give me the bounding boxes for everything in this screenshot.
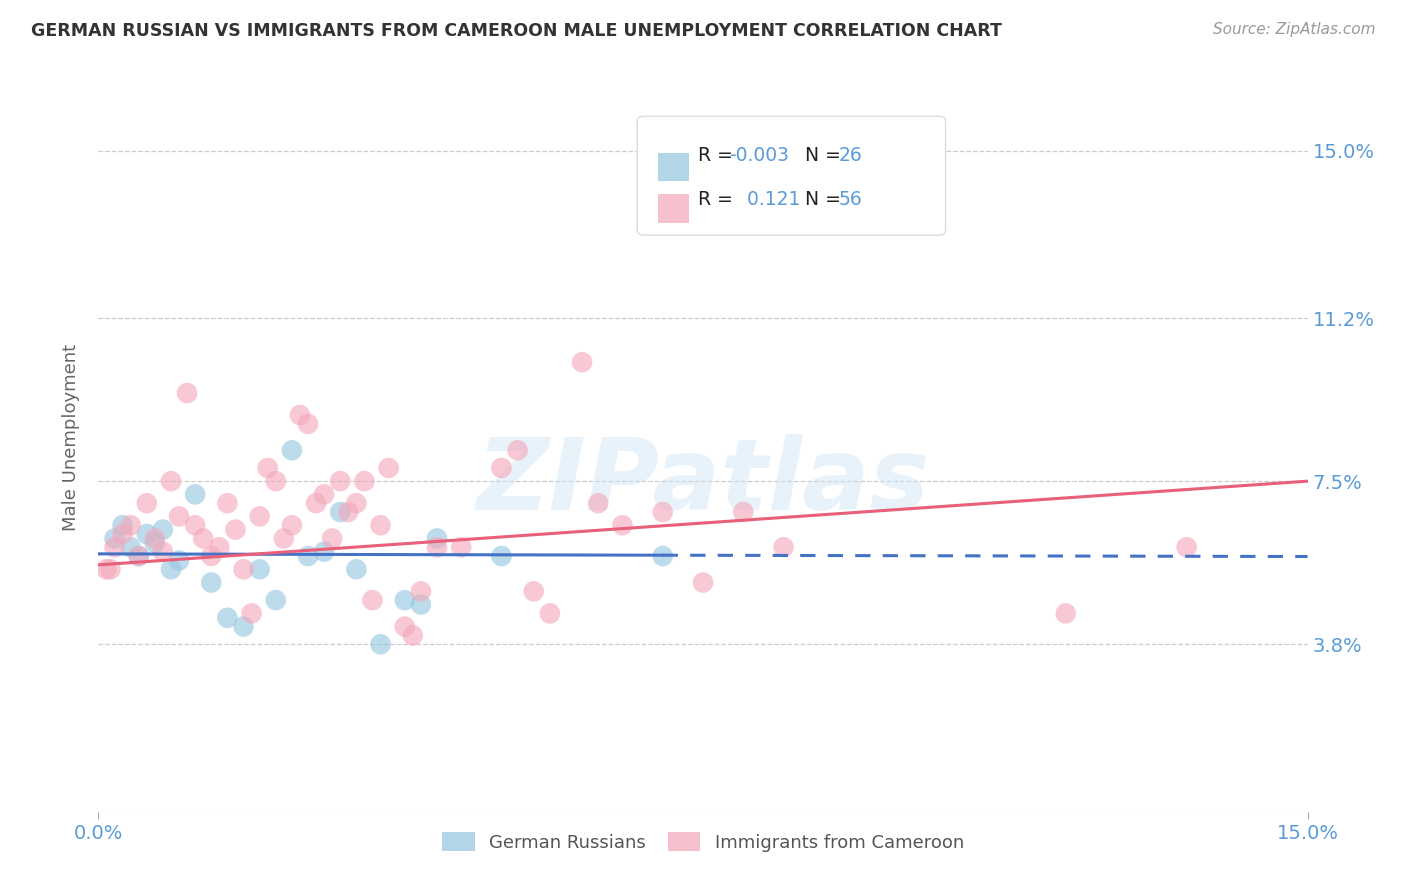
Point xyxy=(733,505,755,519)
Point xyxy=(893,187,915,202)
Point xyxy=(152,523,174,537)
Point xyxy=(256,461,278,475)
Point xyxy=(491,549,513,563)
Point xyxy=(135,527,157,541)
Legend: German Russians, Immigrants from Cameroon: German Russians, Immigrants from Cameroo… xyxy=(434,825,972,859)
Point xyxy=(394,593,416,607)
Point xyxy=(167,553,190,567)
Point xyxy=(143,532,166,546)
Point xyxy=(281,443,304,458)
Point xyxy=(344,496,367,510)
Point xyxy=(426,541,449,555)
Text: GERMAN RUSSIAN VS IMMIGRANTS FROM CAMEROON MALE UNEMPLOYMENT CORRELATION CHART: GERMAN RUSSIAN VS IMMIGRANTS FROM CAMERO… xyxy=(31,22,1002,40)
Point xyxy=(523,584,546,599)
Point xyxy=(402,628,425,642)
Point xyxy=(184,487,207,501)
Point xyxy=(217,496,239,510)
Point xyxy=(143,536,166,550)
Point xyxy=(224,523,246,537)
Point xyxy=(344,562,367,576)
Point xyxy=(273,532,295,546)
Point xyxy=(232,619,254,633)
Point xyxy=(160,474,183,488)
Point xyxy=(135,496,157,510)
Point xyxy=(160,562,183,576)
Text: R =: R = xyxy=(697,146,738,165)
Point xyxy=(329,505,352,519)
Point xyxy=(128,549,150,563)
Point xyxy=(297,549,319,563)
Point xyxy=(305,496,328,510)
Point xyxy=(377,461,399,475)
Point xyxy=(491,461,513,475)
Point xyxy=(538,607,561,621)
Point xyxy=(586,496,609,510)
Point xyxy=(120,518,142,533)
Text: 26: 26 xyxy=(838,146,862,165)
Point xyxy=(232,562,254,576)
Point xyxy=(281,518,304,533)
Point xyxy=(409,584,432,599)
Point xyxy=(353,474,375,488)
Point xyxy=(409,598,432,612)
Point xyxy=(208,541,231,555)
Point xyxy=(1175,541,1198,555)
Point xyxy=(128,549,150,563)
Point xyxy=(96,562,118,576)
Point xyxy=(264,474,287,488)
Point xyxy=(370,637,392,651)
Point xyxy=(651,549,673,563)
Text: 56: 56 xyxy=(838,190,862,210)
Point xyxy=(450,541,472,555)
Point xyxy=(217,611,239,625)
Point xyxy=(329,474,352,488)
Y-axis label: Male Unemployment: Male Unemployment xyxy=(62,343,80,531)
Point xyxy=(651,505,673,519)
Text: 0.121: 0.121 xyxy=(728,190,800,210)
Point xyxy=(200,549,222,563)
Point xyxy=(240,607,263,621)
Point xyxy=(772,541,794,555)
Point xyxy=(288,408,311,422)
Text: -0.003: -0.003 xyxy=(728,146,789,165)
Point xyxy=(200,575,222,590)
Point xyxy=(184,518,207,533)
Point xyxy=(571,355,593,369)
Point xyxy=(103,532,125,546)
Point xyxy=(249,562,271,576)
Point xyxy=(337,505,360,519)
Text: R =: R = xyxy=(697,190,738,210)
Point xyxy=(111,527,134,541)
Point xyxy=(506,443,529,458)
Point xyxy=(120,541,142,555)
Point xyxy=(176,386,198,401)
Point xyxy=(314,544,336,558)
Text: N =: N = xyxy=(793,190,848,210)
Point xyxy=(370,518,392,533)
Text: ZIPatlas: ZIPatlas xyxy=(477,434,929,531)
Point xyxy=(193,532,215,546)
Text: N =: N = xyxy=(793,146,848,165)
Point xyxy=(612,518,634,533)
Point xyxy=(314,487,336,501)
Text: Source: ZipAtlas.com: Source: ZipAtlas.com xyxy=(1212,22,1375,37)
Point xyxy=(100,562,122,576)
Point xyxy=(152,544,174,558)
Point xyxy=(426,532,449,546)
Point xyxy=(249,509,271,524)
Point xyxy=(297,417,319,431)
Point xyxy=(111,518,134,533)
Point xyxy=(692,575,714,590)
Point xyxy=(321,532,343,546)
Point xyxy=(264,593,287,607)
Point xyxy=(361,593,384,607)
Point xyxy=(103,541,125,555)
Point xyxy=(167,509,190,524)
Point xyxy=(394,619,416,633)
Point xyxy=(1054,607,1077,621)
